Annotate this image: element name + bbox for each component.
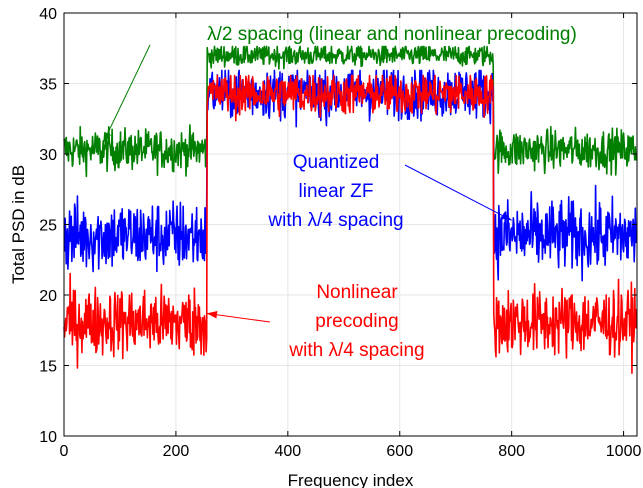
series-line-quantized_zf: [63, 69, 638, 282]
axis-ticks: 0 200 400 600 800 1000 10 15 20 25 30 35 40: [39, 6, 641, 460]
series-line-lambda2: [63, 45, 637, 178]
annotation-arrowhead-green: [103, 131, 112, 143]
annotation-arrowhead-red: [206, 310, 218, 319]
x-tick-label: 600: [386, 443, 413, 460]
annotation-red-line: precoding: [315, 311, 398, 332]
annotation-arrowhead-blue: [500, 212, 512, 221]
annotation-arrow-green: [102, 44, 151, 143]
y-tick-label: 40: [39, 6, 57, 23]
annotation-arrow-red: [206, 312, 271, 323]
x-tick-label: 400: [274, 443, 301, 460]
annotation-blue-line: Quantized: [293, 152, 380, 173]
y-tick-label: 25: [39, 218, 57, 235]
annotation-arrow-blue: [404, 164, 512, 221]
annotation-blue-line: with λ/4 spacing: [267, 210, 403, 231]
x-tick-label: 800: [498, 443, 525, 460]
y-tick-label: 35: [39, 77, 57, 94]
annotation-blue-line: linear ZF: [299, 181, 374, 202]
annotation-red-line: Nonlinear: [316, 282, 398, 303]
y-axis-title: Total PSD in dB: [9, 165, 28, 284]
series-lines: [63, 45, 638, 374]
x-tick-label: 1000: [606, 443, 642, 460]
annotation-red-line: with λ/4 spacing: [288, 340, 424, 361]
x-tick-label: 200: [163, 443, 190, 460]
annotation-green-line: λ/2 spacing (linear and nonlinear precod…: [207, 24, 577, 45]
annotations: λ/2 spacing (linear and nonlinear precod…: [102, 24, 577, 361]
x-axis-title: Frequency index: [288, 471, 414, 488]
y-tick-label: 15: [39, 359, 57, 376]
y-tick-label: 30: [39, 147, 57, 164]
y-tick-label: 10: [39, 429, 57, 446]
y-tick-label: 20: [39, 288, 57, 305]
x-tick-label: 0: [60, 443, 69, 460]
series-line-nonlinear: [63, 74, 638, 374]
